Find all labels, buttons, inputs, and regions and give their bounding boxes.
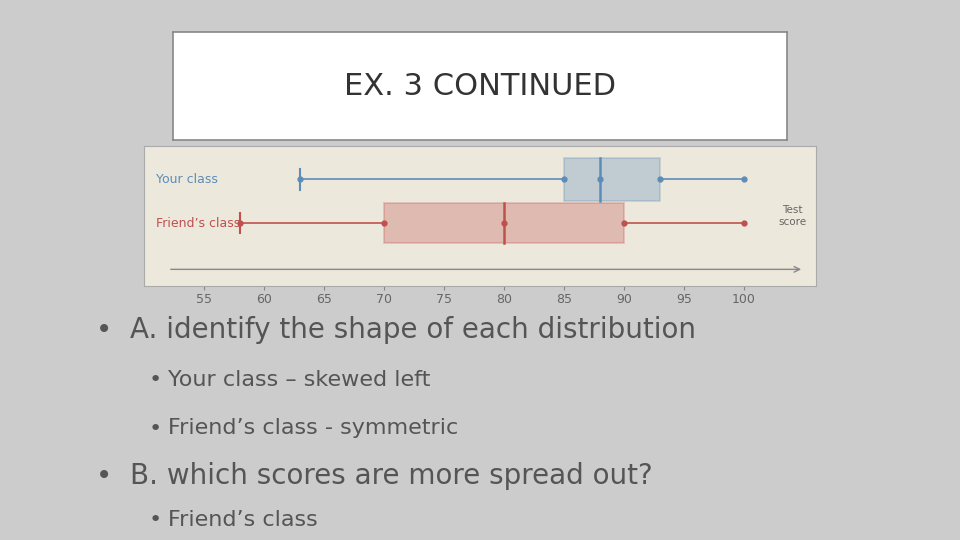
Text: Your class – skewed left: Your class – skewed left — [168, 370, 430, 390]
Text: •: • — [149, 510, 162, 530]
Text: Friend’s class: Friend’s class — [156, 217, 240, 230]
Text: •: • — [96, 316, 112, 344]
Text: Friend’s class - symmetric: Friend’s class - symmetric — [168, 418, 458, 438]
Text: Friend’s class: Friend’s class — [168, 510, 318, 530]
Text: B. which scores are more spread out?: B. which scores are more spread out? — [130, 462, 653, 490]
Text: EX. 3 CONTINUED: EX. 3 CONTINUED — [344, 72, 616, 101]
Text: A. identify the shape of each distribution: A. identify the shape of each distributi… — [130, 316, 696, 344]
Text: •: • — [96, 462, 112, 490]
Text: •: • — [149, 370, 162, 390]
Text: Test
score: Test score — [778, 205, 806, 227]
Text: Your class: Your class — [156, 173, 218, 186]
Text: •: • — [149, 418, 162, 438]
Bar — [564, 158, 660, 200]
Bar — [384, 204, 624, 242]
